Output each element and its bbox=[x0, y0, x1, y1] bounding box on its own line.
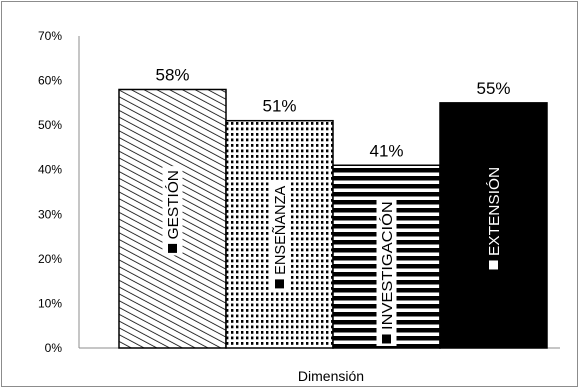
legend-key-square bbox=[168, 243, 177, 253]
category-label: GESTIÓN bbox=[165, 170, 182, 239]
y-tick-labels: 0% 10% 20% 30% 40% 50% 60% 70% bbox=[38, 29, 62, 355]
y-tick-label: 0% bbox=[45, 341, 63, 355]
category-label: INVESTIGACIÓN bbox=[379, 201, 396, 330]
category-label-group: ENSEÑANZA bbox=[269, 181, 290, 291]
legend-key-square bbox=[275, 279, 284, 289]
category-label: ENSEÑANZA bbox=[272, 186, 289, 275]
y-tick-label: 70% bbox=[38, 29, 62, 43]
data-label: 55% bbox=[476, 79, 510, 98]
y-tick-label: 30% bbox=[38, 207, 62, 221]
bar-labels: 58% GESTIÓN 51% ENSEÑANZA 41% INVESTIGACIÓN 55… bbox=[155, 65, 511, 346]
category-label-group: INVESTIGACIÓN bbox=[376, 197, 397, 346]
category-label-background bbox=[376, 197, 397, 346]
data-label: 58% bbox=[155, 65, 189, 84]
category-label-group: EXTENSIÓN bbox=[483, 162, 504, 272]
category-label-background bbox=[483, 162, 504, 272]
x-axis-title: Dimensión bbox=[298, 368, 364, 384]
category-label: EXTENSIÓN bbox=[486, 167, 503, 256]
y-tick-label: 10% bbox=[38, 296, 62, 310]
y-tick-label: 60% bbox=[38, 74, 62, 88]
legend-key-square bbox=[382, 334, 391, 344]
legend-key-square bbox=[489, 260, 498, 270]
bars bbox=[118, 88, 548, 349]
data-label: 41% bbox=[369, 141, 403, 160]
data-label: 51% bbox=[262, 97, 296, 116]
y-tick-label: 20% bbox=[38, 252, 62, 266]
y-tick-label: 40% bbox=[38, 163, 62, 177]
category-label-background bbox=[162, 166, 183, 256]
category-label-background bbox=[269, 181, 290, 291]
category-label-group: GESTIÓN bbox=[162, 166, 183, 256]
y-tick-label: 50% bbox=[38, 118, 62, 132]
